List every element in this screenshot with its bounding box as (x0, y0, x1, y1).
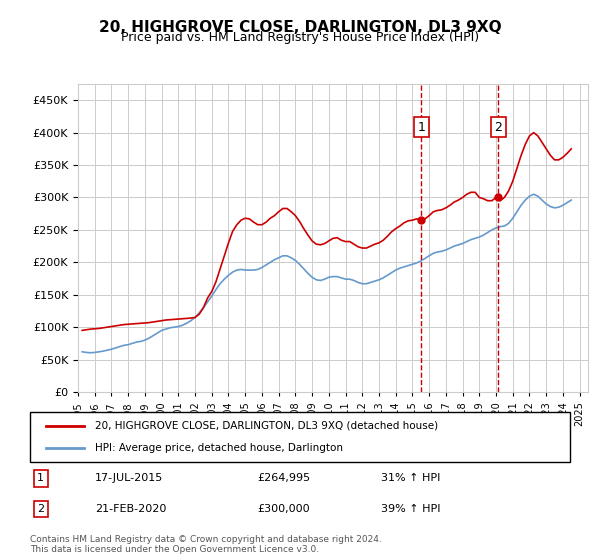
Text: 17-JUL-2015: 17-JUL-2015 (95, 473, 163, 483)
Text: 39% ↑ HPI: 39% ↑ HPI (381, 504, 440, 514)
Text: 2: 2 (37, 504, 44, 514)
Text: 1: 1 (37, 473, 44, 483)
Text: 20, HIGHGROVE CLOSE, DARLINGTON, DL3 9XQ (detached house): 20, HIGHGROVE CLOSE, DARLINGTON, DL3 9XQ… (95, 421, 438, 431)
Text: £300,000: £300,000 (257, 504, 310, 514)
Text: 20, HIGHGROVE CLOSE, DARLINGTON, DL3 9XQ: 20, HIGHGROVE CLOSE, DARLINGTON, DL3 9XQ (98, 20, 502, 35)
Text: £264,995: £264,995 (257, 473, 310, 483)
Text: Contains HM Land Registry data © Crown copyright and database right 2024.
This d: Contains HM Land Registry data © Crown c… (30, 535, 382, 554)
Text: Price paid vs. HM Land Registry's House Price Index (HPI): Price paid vs. HM Land Registry's House … (121, 31, 479, 44)
FancyBboxPatch shape (30, 412, 570, 462)
Text: 2: 2 (494, 120, 502, 134)
Text: 1: 1 (418, 120, 425, 134)
Text: HPI: Average price, detached house, Darlington: HPI: Average price, detached house, Darl… (95, 443, 343, 453)
Text: 31% ↑ HPI: 31% ↑ HPI (381, 473, 440, 483)
Text: 21-FEB-2020: 21-FEB-2020 (95, 504, 166, 514)
